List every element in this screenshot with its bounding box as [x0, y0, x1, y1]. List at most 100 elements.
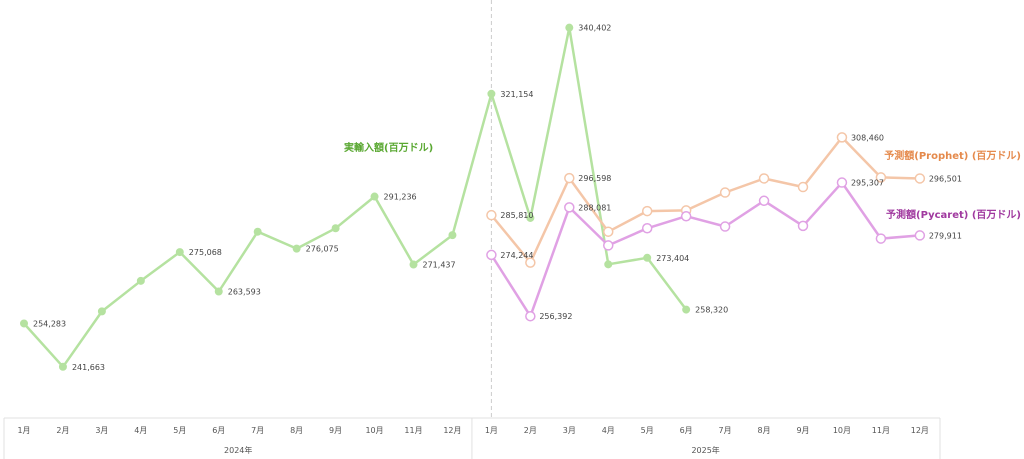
- x-tick-label: 3月: [95, 426, 108, 435]
- data-point: [175, 248, 184, 257]
- data-point: [719, 221, 731, 232]
- series-line: [490, 181, 921, 318]
- data-label: 275,068: [189, 248, 222, 257]
- data-point: [603, 226, 614, 237]
- x-tick-label: 9月: [329, 426, 342, 435]
- data-point: [370, 192, 379, 201]
- series-name-label: 予測額(Prophet) (百万ドル): [884, 149, 1021, 162]
- data-point: [641, 205, 653, 217]
- data-point: [20, 319, 28, 328]
- x-tick-label: 12月: [911, 426, 929, 435]
- data-label: 308,460: [851, 133, 884, 142]
- x-tick-label: 2月: [56, 426, 69, 435]
- data-point: [97, 307, 106, 316]
- data-point: [292, 244, 301, 253]
- data-point: [214, 287, 223, 296]
- data-point: [682, 305, 691, 314]
- data-label: 285,810: [500, 211, 533, 220]
- data-point: [525, 257, 536, 268]
- data-point: [914, 230, 926, 241]
- series-2: [486, 132, 926, 268]
- year-label: 2024年: [224, 445, 252, 455]
- data-labels: 254,283 241,663 275,068 263,593 276,075 291,2…: [33, 24, 1021, 372]
- year-label: 2025年: [691, 445, 719, 455]
- data-point: [797, 181, 809, 193]
- data-point: [564, 202, 575, 213]
- x-tick-label: 1月: [17, 426, 30, 435]
- data-point: [643, 253, 652, 262]
- data-label: 276,075: [306, 245, 339, 254]
- series-layer: [20, 23, 926, 371]
- x-tick-label: 8月: [758, 426, 771, 435]
- x-tick-label: 8月: [290, 426, 303, 435]
- data-label: 296,501: [929, 174, 962, 183]
- data-point: [875, 233, 887, 244]
- data-point: [526, 213, 535, 222]
- series-name-label: 予測額(Pycaret) (百万ドル): [886, 208, 1021, 221]
- series-name-label: 実輸入額(百万ドル): [344, 141, 433, 154]
- x-tick-label: 9月: [796, 426, 809, 435]
- x-tick-label: 3月: [563, 426, 576, 435]
- x-tick-label: 7月: [251, 426, 264, 435]
- data-point: [914, 173, 926, 184]
- x-tick-label: 5月: [173, 426, 186, 435]
- data-label: 279,911: [929, 231, 962, 240]
- data-point: [758, 173, 770, 184]
- data-point: [58, 362, 67, 371]
- data-label: 340,402: [578, 24, 611, 33]
- data-label: 274,244: [500, 251, 533, 260]
- x-tick-label: 4月: [602, 426, 615, 435]
- series-line: [490, 136, 920, 264]
- data-label: 256,392: [539, 312, 572, 321]
- data-label: 288,081: [578, 203, 611, 212]
- data-point: [448, 231, 457, 240]
- data-label: 241,663: [72, 363, 105, 372]
- x-axis: 1月 2月 3月 4月 5月 6月 7月 8月 9月 10月 11月 12月 1月 2月 3月 4月 5月 6月 7…: [3, 0, 941, 459]
- data-label: 296,598: [578, 174, 611, 183]
- data-point: [564, 172, 575, 184]
- data-point: [719, 187, 731, 198]
- data-label: 258,320: [695, 306, 728, 315]
- data-label: 295,307: [851, 179, 884, 188]
- x-tick-label: 4月: [134, 426, 147, 435]
- data-point: [603, 240, 614, 251]
- x-tick-label: 5月: [641, 426, 654, 435]
- series-1: [20, 23, 691, 371]
- data-point: [604, 260, 613, 269]
- data-point: [797, 220, 809, 232]
- data-point: [331, 224, 340, 233]
- series-line: [23, 26, 688, 369]
- x-tick-label: 6月: [680, 426, 693, 435]
- data-point: [875, 172, 887, 183]
- data-point: [680, 210, 692, 222]
- data-point: [136, 276, 145, 285]
- data-point: [758, 195, 770, 207]
- x-tick-label: 6月: [212, 426, 225, 435]
- data-point: [836, 132, 848, 143]
- data-point: [836, 177, 848, 188]
- data-point: [253, 227, 262, 236]
- data-label: 291,236: [384, 193, 417, 202]
- data-point: [487, 89, 496, 98]
- data-point: [641, 223, 653, 234]
- data-point: [486, 209, 497, 221]
- x-tick-label: 2月: [524, 426, 537, 435]
- data-label: 321,154: [500, 90, 533, 99]
- data-label: 263,593: [228, 287, 261, 296]
- data-point: [525, 310, 536, 322]
- data-point: [409, 260, 418, 269]
- data-point: [565, 23, 574, 32]
- x-tick-label: 10月: [833, 426, 851, 435]
- x-tick-label: 12月: [443, 426, 461, 435]
- data-label: 271,437: [423, 261, 456, 270]
- data-label: 254,283: [33, 319, 66, 328]
- series-3: [486, 177, 926, 322]
- x-tick-label: 7月: [719, 426, 732, 435]
- x-tick-label: 11月: [404, 426, 422, 435]
- data-point: [486, 249, 497, 261]
- data-label: 273,404: [656, 254, 689, 263]
- x-tick-label: 10月: [365, 426, 383, 435]
- x-tick-label: 1月: [485, 426, 498, 435]
- x-tick-label: 11月: [872, 426, 890, 435]
